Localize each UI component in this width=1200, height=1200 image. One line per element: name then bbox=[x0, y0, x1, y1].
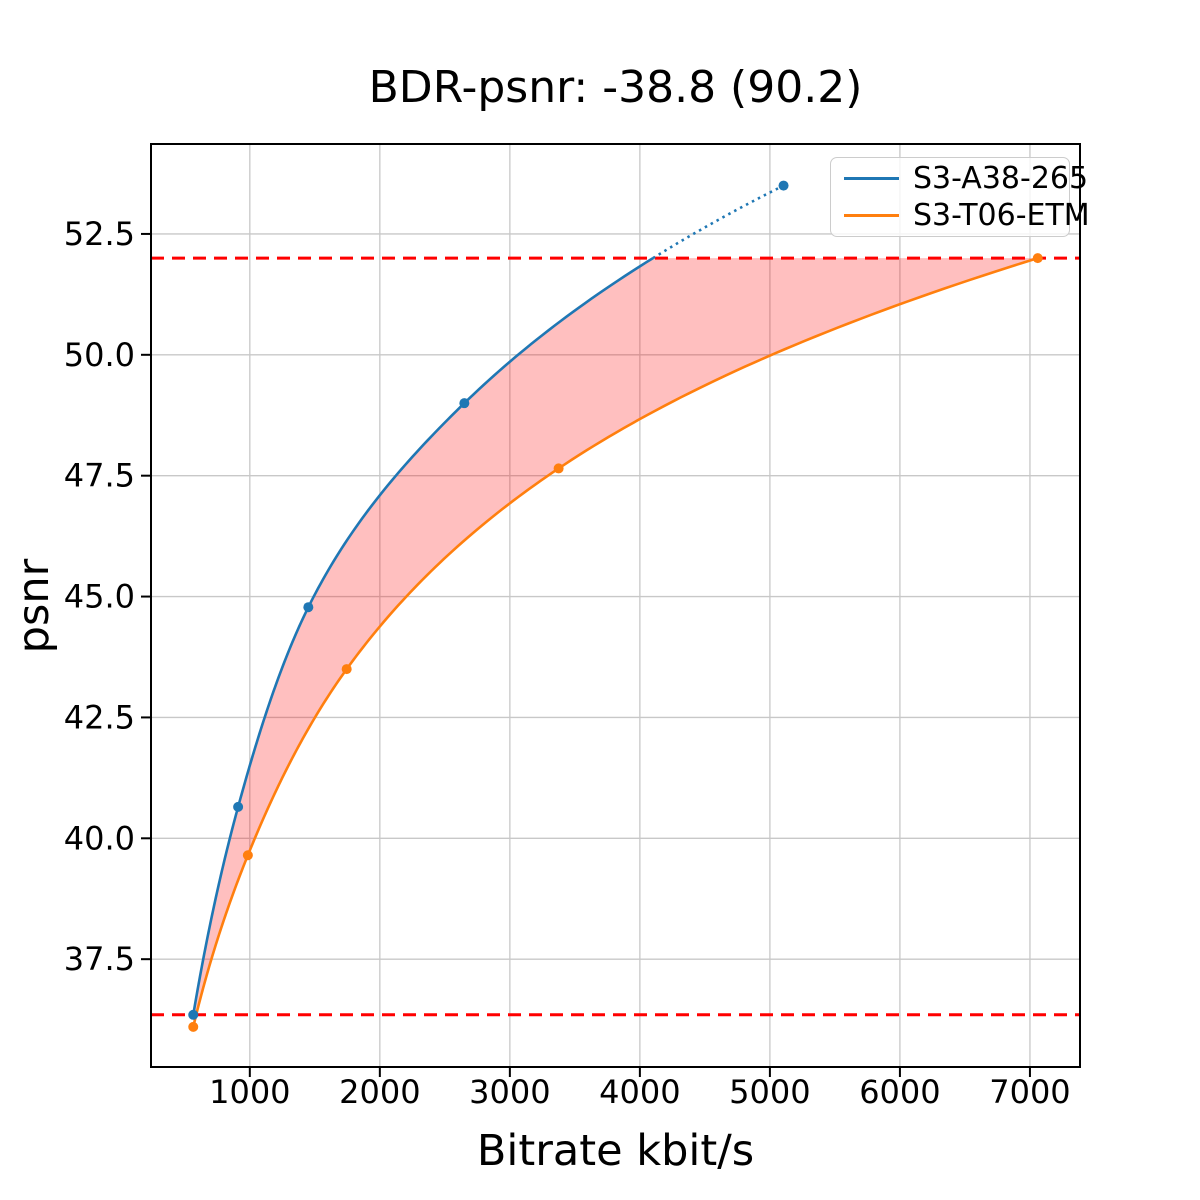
legend-label: S3-A38-265 bbox=[913, 160, 1089, 196]
data-point-s3-t06-etm bbox=[1032, 253, 1043, 264]
data-point-s3-t06-etm bbox=[188, 1021, 199, 1032]
y-tick-label: 37.5 bbox=[64, 940, 135, 978]
x-tick-label: 2000 bbox=[339, 1073, 420, 1111]
y-axis-label: psnr bbox=[9, 558, 59, 654]
data-point-s3-a38-265 bbox=[188, 1009, 199, 1020]
chart-title: BDR-psnr: -38.8 (90.2) bbox=[368, 62, 863, 113]
series-curve-s3-a38-265-extrapolated bbox=[652, 184, 785, 260]
x-tick-label: 6000 bbox=[859, 1073, 940, 1111]
legend-entry-s3-t06-etm: S3-T06-ETM bbox=[831, 200, 1090, 231]
y-tick-label: 52.5 bbox=[64, 215, 135, 253]
data-point-s3-a38-265 bbox=[233, 801, 244, 812]
y-tick-label: 42.5 bbox=[64, 698, 135, 736]
legend: S3-A38-265 S3-T06-ETM bbox=[830, 157, 1090, 237]
x-tick-label: 1000 bbox=[209, 1073, 290, 1111]
data-point-s3-a38-265 bbox=[303, 602, 314, 613]
legend-entry-s3-a38-265: S3-A38-265 bbox=[831, 163, 1088, 194]
x-tick-label: 5000 bbox=[729, 1073, 810, 1111]
legend-label: S3-T06-ETM bbox=[913, 197, 1090, 233]
plot-border bbox=[150, 143, 1081, 1068]
series-curve-s3-a38-265 bbox=[191, 257, 654, 1015]
legend-line-icon bbox=[844, 214, 899, 217]
y-tick-label: 47.5 bbox=[64, 457, 135, 495]
data-point-s3-t06-etm bbox=[242, 850, 253, 861]
legend-line-icon bbox=[844, 177, 899, 180]
y-tick-label: 40.0 bbox=[64, 819, 135, 857]
y-tick-label: 50.0 bbox=[64, 336, 135, 374]
bd-overlap-fill bbox=[193, 258, 1038, 1027]
x-tick-label: 4000 bbox=[599, 1073, 680, 1111]
data-point-s3-t06-etm bbox=[341, 664, 352, 675]
x-tick-label: 7000 bbox=[989, 1073, 1070, 1111]
data-point-s3-a38-265 bbox=[459, 398, 470, 409]
data-point-s3-a38-265 bbox=[778, 180, 789, 191]
data-point-s3-t06-etm bbox=[553, 463, 564, 474]
y-tick-label: 45.0 bbox=[64, 578, 135, 616]
x-tick-label: 3000 bbox=[469, 1073, 550, 1111]
x-axis-label: Bitrate kbit/s bbox=[476, 1126, 755, 1176]
